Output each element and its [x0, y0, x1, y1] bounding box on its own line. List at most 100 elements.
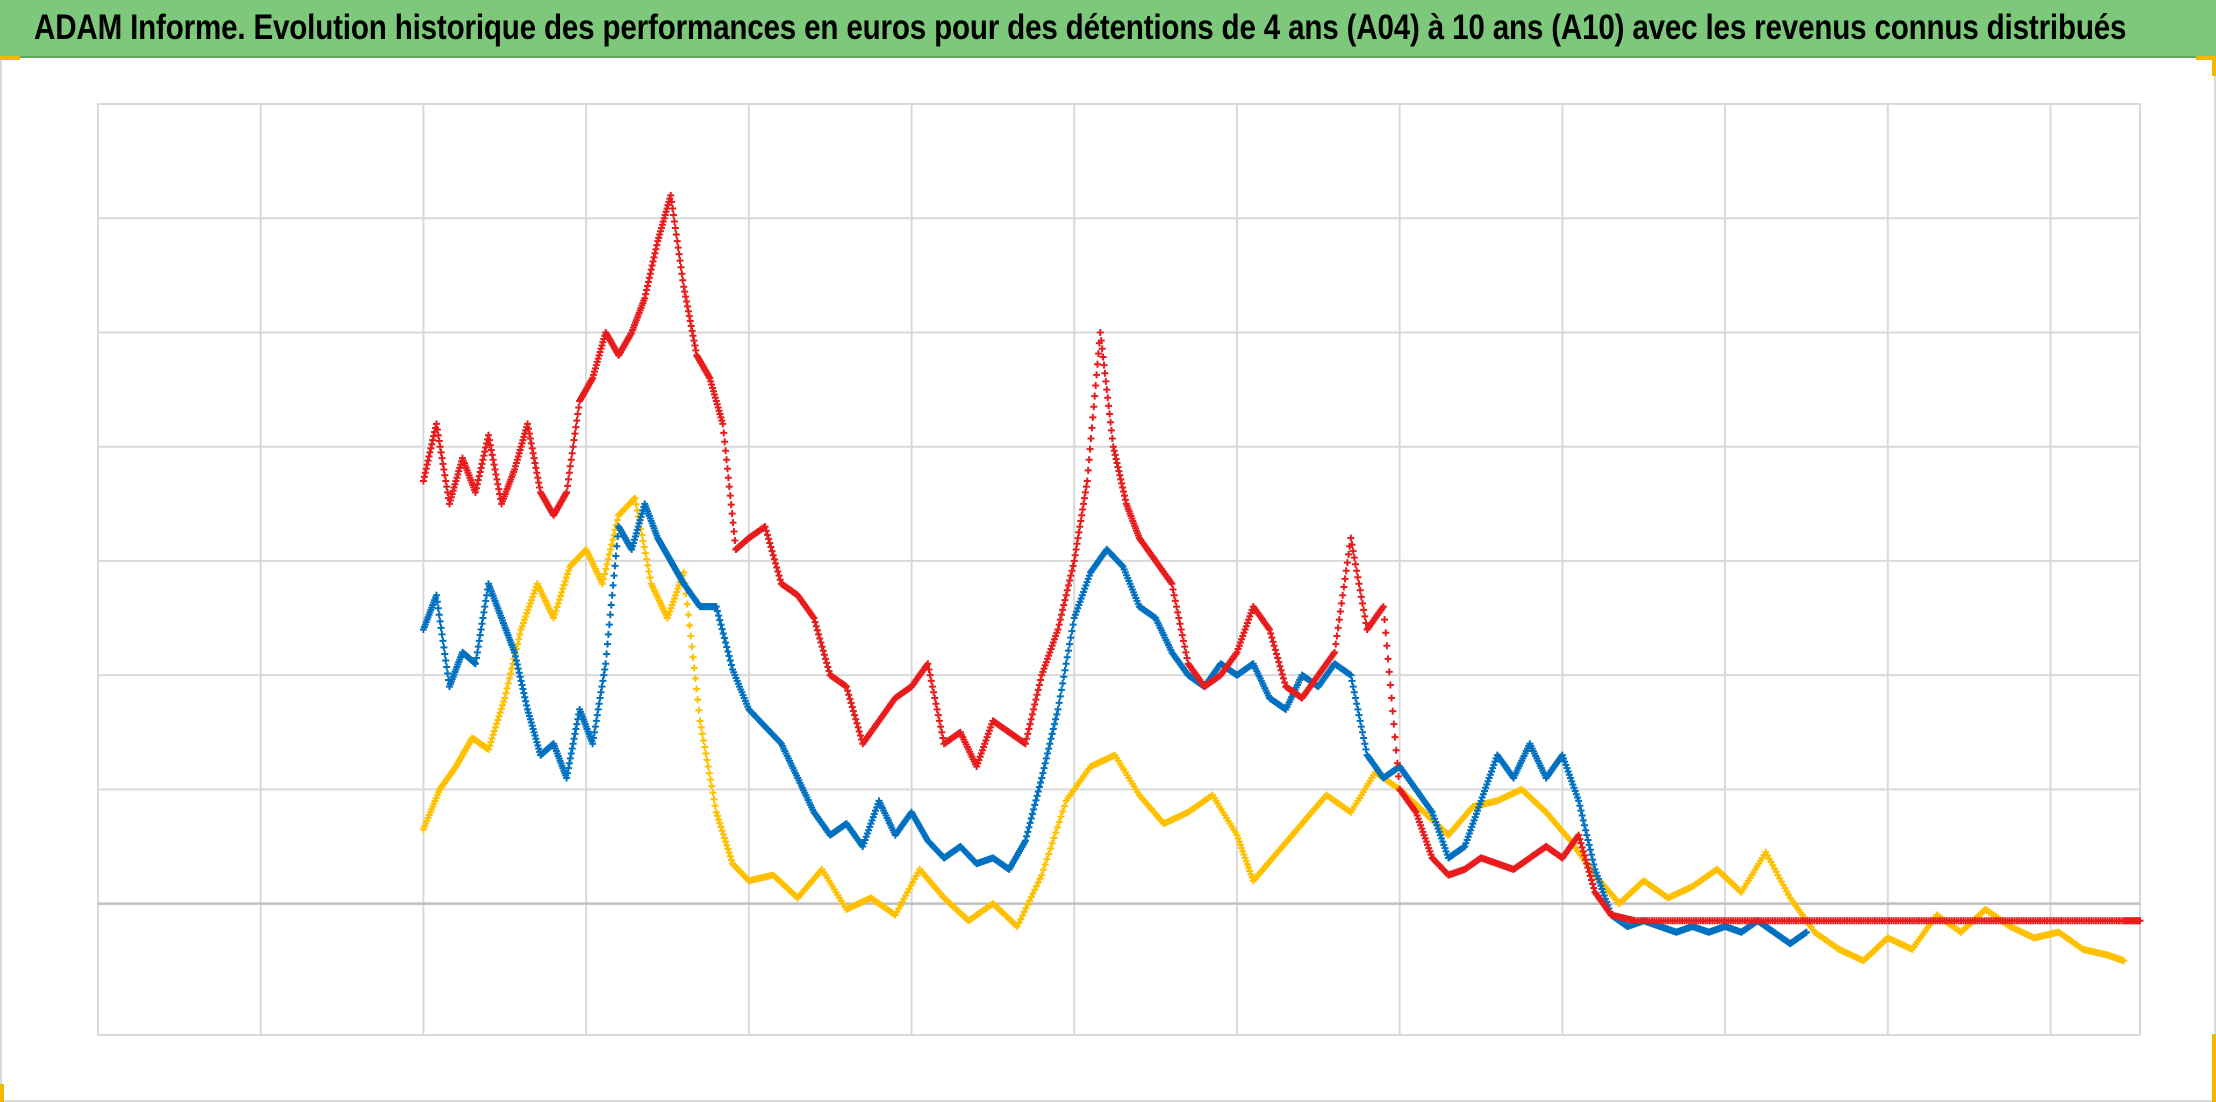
- data-point: [726, 656, 734, 664]
- data-point: [1347, 671, 1355, 679]
- data-point: [676, 257, 684, 265]
- data-point: [438, 630, 446, 638]
- data-point: [1023, 735, 1031, 743]
- data-point: [1181, 643, 1189, 651]
- data-point: [1090, 403, 1098, 411]
- data-point: [1382, 629, 1390, 637]
- data-point: [1096, 328, 1104, 336]
- data-point: [507, 670, 515, 678]
- data-point: [1029, 889, 1037, 897]
- data-point: [1340, 583, 1348, 591]
- data-point: [1094, 360, 1101, 368]
- data-point: [727, 501, 735, 509]
- data-point: [1066, 577, 1074, 585]
- data-point: [495, 712, 503, 720]
- data-point: [630, 495, 638, 503]
- data-point: [488, 734, 496, 742]
- data-point: [1336, 608, 1344, 616]
- data-point: [1030, 805, 1038, 813]
- data-point: [643, 555, 651, 563]
- data-point: [704, 763, 712, 771]
- data-point: [613, 542, 621, 550]
- data-point: [550, 614, 558, 622]
- data-point: [932, 700, 940, 708]
- data-point: [1170, 591, 1178, 599]
- data-point: [725, 652, 733, 660]
- data-point: [765, 535, 773, 543]
- data-point: [689, 653, 697, 661]
- data-point: [693, 685, 701, 693]
- data-point: [564, 482, 572, 490]
- data-point: [770, 555, 778, 563]
- data-point: [1355, 580, 1363, 588]
- data-point: [1038, 871, 1046, 879]
- data-point: [1104, 394, 1112, 402]
- data-point: [680, 568, 688, 576]
- data-point: [1055, 699, 1063, 707]
- data-point: [1349, 683, 1357, 691]
- data-point: [854, 723, 862, 731]
- data-point: [1019, 911, 1027, 919]
- data-point: [1025, 725, 1033, 733]
- data-point: [1057, 813, 1065, 821]
- data-point: [815, 630, 823, 638]
- data-point: [1360, 734, 1368, 742]
- data-point: [1584, 836, 1592, 844]
- data-point: [1023, 832, 1031, 840]
- data-point: [1097, 337, 1105, 345]
- data-point: [720, 834, 728, 842]
- data-point: [575, 404, 583, 412]
- data-point: [554, 599, 562, 607]
- data-point: [1024, 730, 1032, 738]
- data-point: [822, 655, 830, 663]
- data-point: [1042, 754, 1050, 762]
- data-point: [1037, 676, 1045, 684]
- data-point: [816, 634, 824, 642]
- data-point: [609, 581, 617, 589]
- data-point: [493, 720, 501, 728]
- data-point: [1034, 878, 1042, 886]
- data-point: [500, 698, 508, 706]
- data-point: [557, 592, 565, 600]
- data-point: [602, 565, 610, 573]
- data-point: [728, 510, 736, 518]
- data-point: [766, 539, 774, 547]
- data-point: [485, 745, 493, 753]
- data-point: [574, 410, 582, 418]
- data-point: [1025, 823, 1033, 831]
- data-point: [1584, 864, 1592, 872]
- data-point: [1272, 650, 1280, 658]
- data-point: [1041, 860, 1049, 868]
- data-point: [603, 650, 611, 658]
- data-point: [719, 420, 727, 428]
- data-point: [817, 639, 825, 647]
- data-point: [607, 546, 615, 554]
- data-point: [1100, 361, 1108, 369]
- data-point: [1582, 856, 1590, 864]
- data-point: [1182, 648, 1190, 656]
- data-point: [775, 572, 783, 580]
- data-point: [1391, 733, 1399, 741]
- data-point: [677, 263, 685, 271]
- data-point: [515, 635, 523, 643]
- data-point: [570, 436, 578, 444]
- data-point: [1039, 769, 1047, 777]
- data-point: [810, 614, 818, 622]
- data-point: [1057, 611, 1065, 619]
- data-point: [1353, 567, 1361, 575]
- plot-area-border: [97, 103, 2141, 1036]
- data-point: [503, 684, 511, 692]
- data-point: [1060, 601, 1068, 609]
- data-point: [934, 711, 942, 719]
- data-point: [559, 585, 567, 593]
- data-point: [1183, 654, 1191, 662]
- data-point: [1051, 720, 1058, 728]
- data-point: [1061, 666, 1069, 674]
- data-point: [1020, 908, 1028, 916]
- data-point: [600, 575, 608, 583]
- data-point: [719, 830, 727, 838]
- data-point: [1348, 541, 1356, 549]
- data-point: [686, 621, 694, 629]
- corner-mark-top-right-h: [2196, 56, 2216, 60]
- data-point: [1067, 572, 1075, 580]
